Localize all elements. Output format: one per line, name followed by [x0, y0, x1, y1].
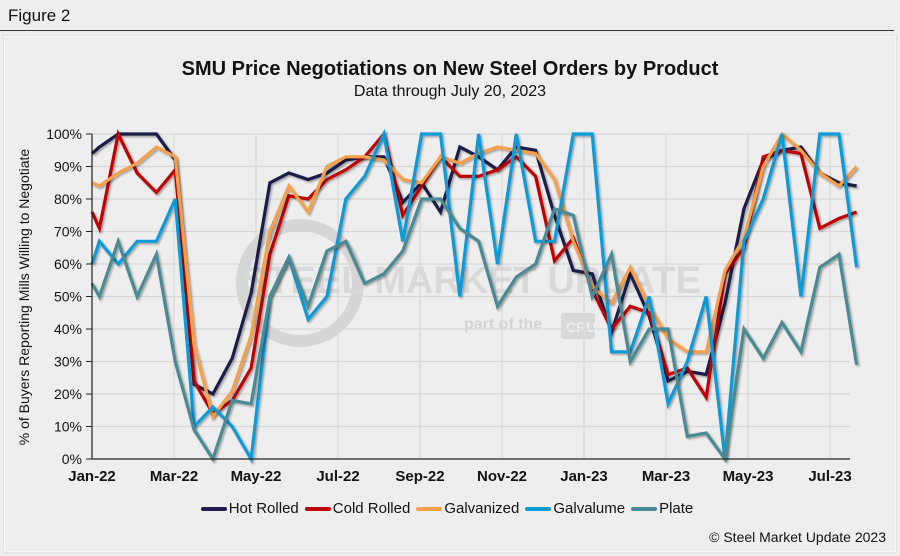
y-tick-label: 50% — [54, 289, 82, 305]
watermark-badge-text: CRU — [566, 319, 596, 335]
x-tick-label: Nov-22 — [477, 468, 527, 485]
x-tick-label: May-23 — [723, 468, 774, 485]
legend-swatch — [200, 506, 227, 511]
legend-label: Hot Rolled — [228, 500, 299, 517]
legend-item: Galvalume — [525, 500, 625, 517]
copyright: © Steel Market Update 2023 — [709, 529, 886, 545]
watermark-logo-ring — [236, 219, 364, 347]
x-tick-label: Sep-22 — [395, 468, 444, 485]
legend-item: Galvanized — [416, 500, 519, 517]
y-tick-label: 40% — [54, 321, 82, 337]
y-axis-label: % of Buyers Reporting Mills Willing to N… — [16, 149, 32, 446]
legend-swatch — [525, 506, 552, 511]
x-tick-label: Jul-22 — [316, 468, 359, 485]
x-tick-label: May-22 — [231, 468, 282, 485]
chart-title: SMU Price Negotiations on New Steel Orde… — [181, 58, 719, 80]
y-tick-label: 100% — [46, 126, 82, 142]
legend-label: Galvalume — [553, 500, 626, 517]
legend-item: Hot Rolled — [200, 500, 299, 517]
series-line-galvalume — [90, 128, 859, 464]
figure-divider — [0, 30, 894, 31]
series-line-plate — [90, 197, 859, 464]
y-tick-label: 70% — [54, 224, 82, 240]
chart-panel — [4, 36, 896, 552]
legend-item: Plate — [631, 500, 693, 517]
x-tick-label: Mar-22 — [150, 468, 198, 485]
legend-swatch — [631, 506, 658, 511]
watermark: STEEL MARKET UPDATE part of the CRU — [236, 219, 701, 347]
legend-item: Cold Rolled — [304, 500, 411, 517]
y-tick-label: 0% — [62, 451, 82, 467]
legend-swatch — [304, 506, 331, 511]
y-tick-label: 80% — [54, 191, 82, 207]
x-tick-label: Jan-23 — [560, 468, 608, 485]
legend-label: Plate — [659, 500, 694, 517]
series-line-hot-rolled — [90, 132, 857, 397]
x-tick-label: Jan-22 — [68, 468, 116, 485]
x-tick-label: Jul-23 — [808, 468, 851, 485]
legend: Hot Rolled Cold Rolled Galvanized Galvalume… — [0, 500, 900, 517]
y-tick-label: 20% — [54, 386, 82, 402]
legend-swatch — [416, 506, 443, 511]
watermark-subtext: part of the — [464, 316, 542, 333]
series-line-galvanized — [91, 131, 858, 421]
x-tick-label: Mar-23 — [642, 468, 690, 485]
y-tick-label: 30% — [54, 354, 82, 370]
y-tick-label: 10% — [54, 419, 82, 435]
legend-label: Galvanized — [444, 500, 520, 517]
y-tick-label: 60% — [54, 256, 82, 272]
legend-label: Cold Rolled — [332, 500, 411, 517]
y-tick-label: 90% — [54, 159, 82, 175]
watermark-badge — [561, 313, 595, 339]
figure-label: Figure 2 — [8, 6, 71, 25]
chart-subtitle: Data through July 20, 2023 — [353, 83, 547, 100]
